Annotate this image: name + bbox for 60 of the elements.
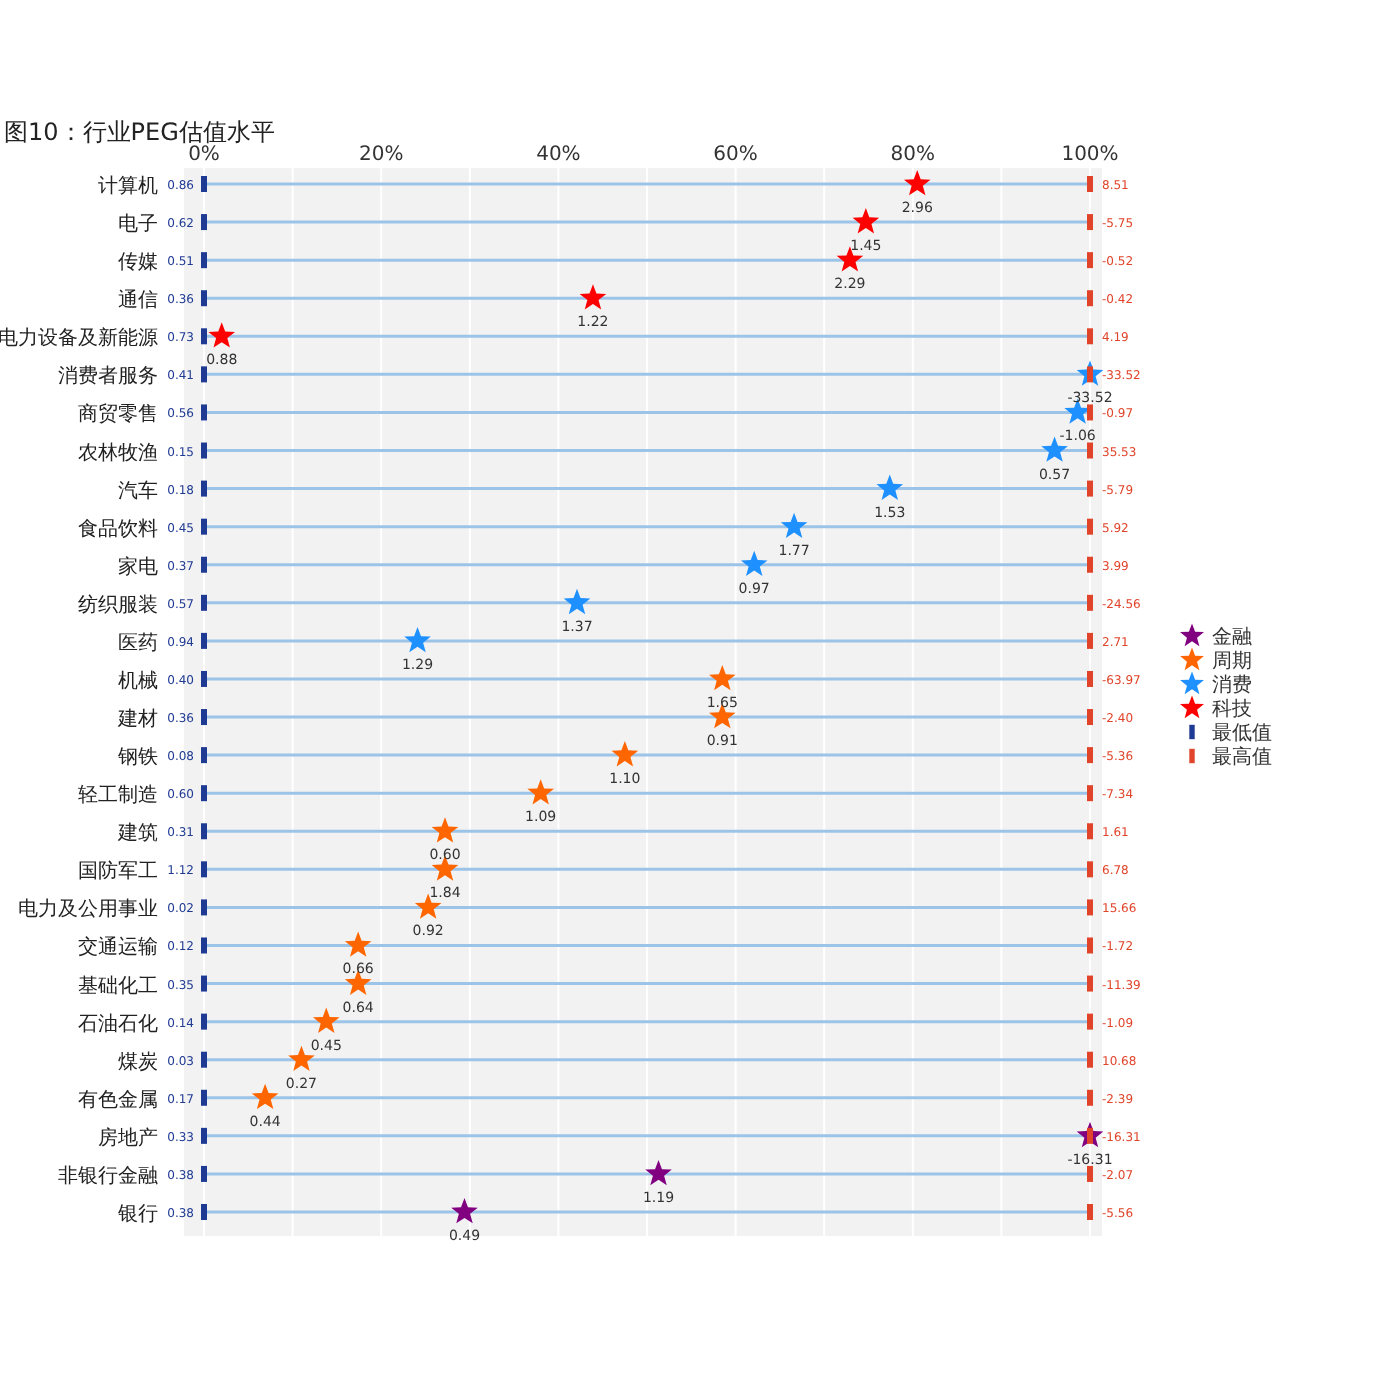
- point: [404, 626, 431, 653]
- y-tick-label: 有色金属: [78, 1087, 158, 1112]
- y-tick-label: 农林牧渔: [78, 440, 158, 465]
- y-tick-label: 建材: [116, 707, 158, 732]
- y-tick-label: 轻工制造: [78, 783, 158, 808]
- point: [431, 817, 459, 843]
- point: [451, 1198, 478, 1224]
- point: [645, 1159, 672, 1186]
- y-tick-label: 基础化工: [78, 973, 158, 998]
- y-tick-label: 交通运输: [78, 935, 158, 960]
- point: [611, 741, 639, 767]
- x-tick-label: 80%: [890, 144, 936, 166]
- x-tick-label: 40%: [536, 144, 581, 166]
- x-tick-label: 20%: [358, 144, 404, 166]
- y-tick-label: 医药: [118, 630, 158, 655]
- y-tick-label: 非银行金融: [58, 1163, 158, 1188]
- legend-label: 周期: [1212, 649, 1252, 673]
- y-tick-label: 通信: [118, 288, 158, 313]
- point: [344, 931, 372, 957]
- y-tick-label: 钢铁: [116, 745, 158, 770]
- point: [709, 664, 736, 691]
- y-tick-label: 食品饮料: [78, 516, 158, 541]
- point: [876, 474, 904, 500]
- x-tick-label: 60%: [713, 144, 758, 166]
- y-tick-label: 家电: [118, 554, 158, 579]
- point: [780, 512, 808, 538]
- x-tick-label: 0%: [188, 144, 220, 166]
- y-tick-label: 银行: [116, 1204, 158, 1226]
- legend-label: 最低值: [1212, 723, 1272, 745]
- y-tick-label: 电力设备及新能源: [0, 326, 158, 351]
- y-tick-label: 建筑: [116, 821, 158, 846]
- y-tick-label: 电子: [118, 212, 158, 237]
- y-tick-label: 汽车: [118, 478, 158, 503]
- point: [208, 322, 236, 348]
- y-tick-label: 国防军工: [78, 859, 158, 884]
- y-tick-label: 石油石化: [78, 1011, 158, 1036]
- y-tick-label: 传媒: [118, 252, 158, 275]
- y-tick-label: 煤炭: [118, 1049, 158, 1074]
- point: [527, 779, 554, 805]
- point: [288, 1045, 315, 1072]
- point: [579, 284, 607, 310]
- chart-title: 图10：行业PEG估值水平: [4, 118, 275, 146]
- point: [563, 588, 591, 615]
- point: [312, 1007, 340, 1033]
- legend-label: 科技: [1212, 697, 1252, 721]
- x-tick-label: 100%: [1061, 144, 1119, 166]
- legend-label: 最高值: [1212, 745, 1272, 769]
- y-tick-label: 机械: [118, 668, 158, 693]
- y-tick-label: 电力及公用事业: [18, 897, 158, 922]
- y-tick-label: 计算机: [98, 174, 158, 198]
- y-tick-label: 纺织服装: [78, 592, 158, 617]
- y-tick-label: 消费者服务: [58, 364, 158, 389]
- y-tick-label: 房地产: [98, 1125, 158, 1150]
- legend-label: 消费: [1212, 673, 1252, 697]
- point: [852, 208, 880, 234]
- point: [251, 1083, 279, 1110]
- point: [740, 550, 768, 577]
- y-tick-label: 商贸零售: [78, 402, 158, 427]
- point: [903, 170, 931, 196]
- legend-label: 金融: [1212, 625, 1252, 649]
